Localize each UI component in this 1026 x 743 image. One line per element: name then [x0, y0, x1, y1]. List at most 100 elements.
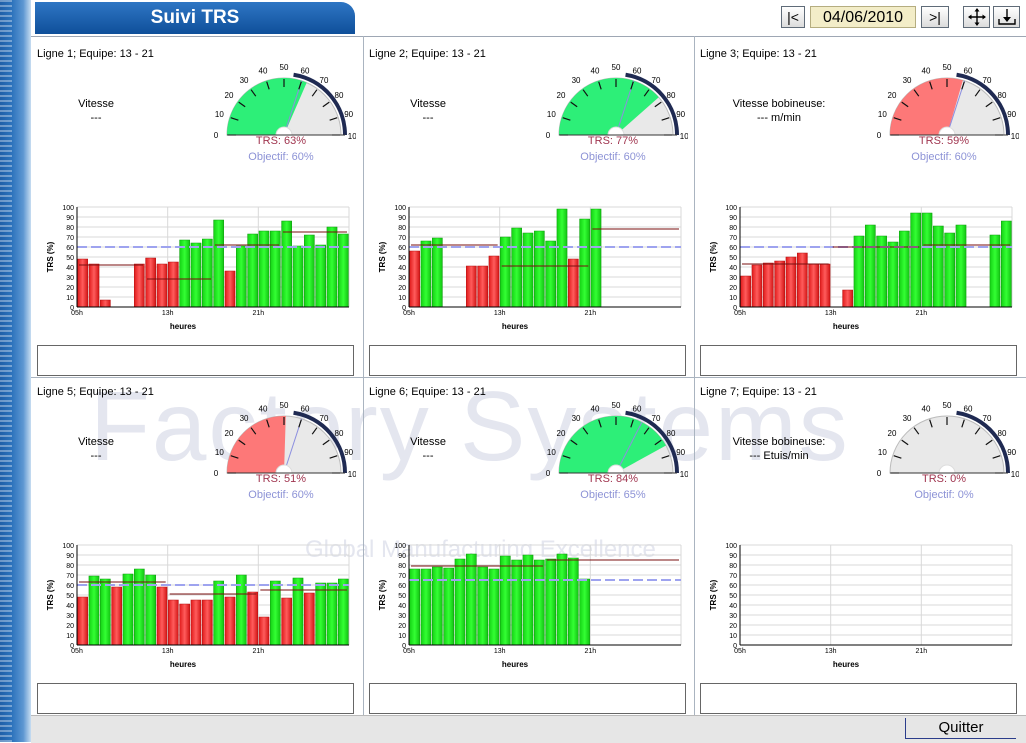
line-panel: Ligne 2; Equipe: 13 - 21 Vitesse --- TRS: 7… — [363, 39, 695, 377]
comment-box[interactable] — [37, 345, 354, 376]
trs-bar — [236, 245, 247, 308]
trs-bar — [258, 230, 270, 308]
y-tick-label: 90 — [398, 553, 406, 560]
y-tick-label: 50 — [66, 255, 74, 262]
trs-bar — [202, 599, 213, 646]
y-axis-label: TRS (%) — [46, 579, 55, 610]
trs-bar — [511, 559, 522, 646]
gauge-tick-label: 30 — [572, 414, 581, 423]
next-day-button[interactable]: >| — [921, 6, 949, 28]
trs-bar — [134, 263, 145, 308]
gauge-tick-label: 60 — [964, 66, 973, 75]
line-header: Ligne 1; Equipe: 13 - 21 — [37, 48, 154, 60]
trs-bar — [545, 240, 556, 308]
y-tick-label: 10 — [398, 633, 406, 640]
gauge-tick-label: 0 — [546, 469, 551, 478]
x-tick-label: 21h — [584, 310, 596, 317]
comment-box[interactable] — [700, 683, 1017, 714]
y-axis-label: TRS (%) — [709, 241, 718, 272]
quit-button[interactable]: Quitter — [905, 718, 1016, 739]
gauge-tick-label: 90 — [1007, 448, 1016, 457]
trs-bar — [808, 263, 819, 308]
gauge-tick-label: 10 — [215, 448, 224, 457]
gauge-tick-label: 0 — [214, 469, 219, 478]
date-display[interactable]: 04/06/2010 — [810, 6, 916, 28]
trs-gauge: 0 10 20 30 40 50 60 70 80 90 100% — [877, 63, 1019, 141]
gauge-tick-label: 40 — [259, 66, 268, 75]
comment-box[interactable] — [369, 683, 686, 714]
gauge-tick-label: 40 — [591, 66, 600, 75]
trs-value: TRS: 84% — [587, 473, 639, 485]
x-tick-label: 05h — [403, 310, 415, 317]
y-tick-label: 40 — [398, 265, 406, 272]
trs-bar — [100, 299, 111, 308]
trs-bar-chart: 0 10 20 30 40 50 60 70 80 90 100 05h 13h 21h TRS (%) he… — [46, 205, 350, 331]
objective-value: Objectif: 0% — [914, 489, 974, 501]
y-tick-label: 90 — [66, 553, 74, 560]
y-tick-label: 50 — [729, 255, 737, 262]
y-tick-label: 20 — [66, 285, 74, 292]
gauge-tick-label: 50 — [943, 63, 952, 72]
x-tick-label: 05h — [71, 310, 83, 317]
move-icon[interactable] — [963, 6, 990, 28]
download-icon[interactable] — [993, 6, 1020, 28]
gauge-tick-label: 90 — [344, 110, 353, 119]
line-panel: Ligne 3; Equipe: 13 - 21 Vitesse bobineus… — [694, 39, 1026, 377]
trs-bar — [466, 553, 477, 646]
y-axis-label: TRS (%) — [709, 579, 718, 610]
line-panel: Ligne 1; Equipe: 13 - 21 Vitesse --- TRS: 6… — [31, 39, 363, 377]
y-tick-label: 0 — [70, 305, 74, 312]
y-tick-label: 10 — [66, 633, 74, 640]
x-tick-label: 13h — [494, 310, 506, 317]
x-tick-label: 13h — [825, 648, 837, 655]
gauge-tick-label: 20 — [225, 91, 234, 100]
trs-bar — [213, 219, 224, 308]
gauge-tick-label: 20 — [225, 429, 234, 438]
trs-bar-chart: 0 10 20 30 40 50 60 70 80 90 100 05h 13h 21h TRS (%) he… — [378, 543, 682, 669]
gauge-tick-label: 0 — [877, 469, 882, 478]
gauge-tick-label: 60 — [633, 66, 642, 75]
y-tick-label: 20 — [729, 285, 737, 292]
y-tick-label: 100 — [725, 543, 737, 550]
trs-bar — [168, 261, 179, 308]
trs-bar-chart: 0 10 20 30 40 50 60 70 80 90 100 05h 13h 21h TRS (%) he… — [378, 205, 682, 331]
gauge-tick-label: 100% — [680, 132, 688, 141]
y-tick-label: 80 — [66, 225, 74, 232]
trs-value: TRS: 77% — [587, 135, 639, 147]
trs-bar — [1001, 220, 1012, 308]
y-tick-label: 80 — [729, 563, 737, 570]
speed-label: Vitesse bobineuse: — [732, 98, 826, 110]
y-tick-label: 20 — [398, 285, 406, 292]
trs-bar — [281, 220, 292, 308]
y-tick-label: 50 — [398, 255, 406, 262]
y-tick-label: 70 — [729, 573, 737, 580]
gauge-tick-label: 80 — [998, 429, 1007, 438]
speed-label: Vitesse — [78, 98, 114, 110]
gauge-tick-label: 60 — [633, 404, 642, 413]
trs-bar — [944, 232, 955, 308]
comment-box[interactable] — [369, 345, 686, 376]
trs-bar — [568, 557, 579, 646]
trs-value: TRS: 0% — [921, 473, 966, 485]
gauge-tick-label: 10 — [547, 110, 556, 119]
y-axis-label: TRS (%) — [378, 579, 387, 610]
trs-bar — [100, 578, 111, 646]
y-tick-label: 60 — [729, 583, 737, 590]
trs-bar — [488, 255, 500, 308]
y-tick-label: 60 — [66, 583, 74, 590]
comment-box[interactable] — [700, 345, 1017, 376]
previous-day-button[interactable]: |< — [781, 6, 805, 28]
grid-divider — [31, 377, 1026, 378]
gauge-tick-label: 10 — [547, 448, 556, 457]
x-axis-label: heures — [170, 322, 197, 331]
gauge-tick-label: 100% — [1011, 470, 1019, 479]
y-tick-label: 50 — [729, 593, 737, 600]
y-tick-label: 40 — [66, 265, 74, 272]
trs-bar — [797, 252, 808, 308]
trs-bar — [545, 558, 556, 646]
line-panel: Ligne 5; Equipe: 13 - 21 Vitesse --- TRS: 5… — [31, 377, 363, 715]
window-left-border — [0, 0, 31, 742]
y-tick-label: 90 — [398, 215, 406, 222]
comment-box[interactable] — [37, 683, 354, 714]
trs-bar — [774, 260, 785, 308]
